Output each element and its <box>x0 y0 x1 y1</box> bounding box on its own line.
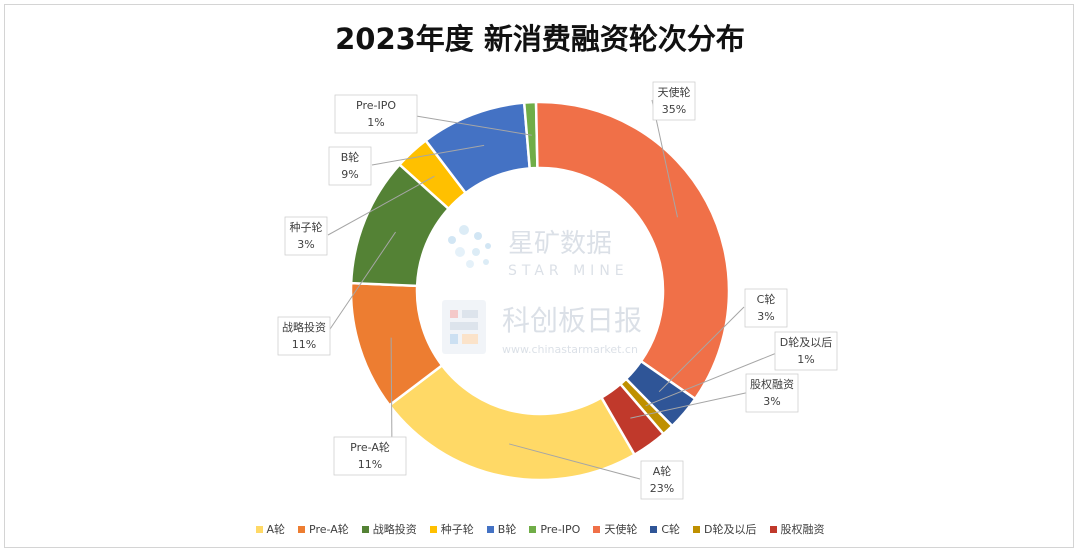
data-label-name-0: A轮 <box>653 464 672 478</box>
slice-6 <box>534 100 731 401</box>
watermark-url: www.chinastarmarket.cn <box>502 343 638 356</box>
legend-label-2: 战略投资 <box>372 523 417 536</box>
legend-label-1: Pre-A轮 <box>309 523 349 536</box>
data-label-name-9: 股权融资 <box>750 378 794 391</box>
leader-line-9 <box>630 391 751 419</box>
data-label-value-1: 11% <box>358 458 382 471</box>
data-label-value-8: 1% <box>797 353 814 366</box>
data-label-name-6: 天使轮 <box>658 85 691 99</box>
legend-swatch-4 <box>486 525 494 533</box>
data-label-box-4 <box>328 146 372 186</box>
legend-label-9: 股权融资 <box>780 523 825 536</box>
data-label-value-6: 35% <box>662 103 686 116</box>
leader-line-5 <box>397 112 532 136</box>
data-label-box-3 <box>284 216 328 256</box>
legend-item-4: B轮 <box>486 521 517 537</box>
data-label-name-3: 种子轮 <box>290 220 323 234</box>
legend-label-7: C轮 <box>661 523 681 536</box>
leader-line-7 <box>658 306 745 393</box>
data-label-name-4: B轮 <box>341 150 360 164</box>
slice-9 <box>599 382 666 457</box>
watermark-brand2: 科创板日报 <box>502 304 642 337</box>
leader-line-8 <box>645 349 785 407</box>
data-label-box-6 <box>652 81 696 121</box>
data-label-value-4: 9% <box>341 168 358 181</box>
data-labels-group: A轮 23% Pre-A轮 11% 战略投资 11% 种子轮 3% B轮 9% Pre-IPO 1% 天… <box>277 81 838 500</box>
data-label-value-5: 1% <box>367 116 384 129</box>
legend-swatch-0 <box>255 525 263 533</box>
leader-line-2 <box>325 231 396 336</box>
legend-swatch-7 <box>650 525 658 533</box>
chart-title: 2023年度 新消费融资轮次分布 <box>335 22 745 56</box>
chart-legend: A轮 Pre-A轮 战略投资 种子轮 B轮 Pre-IPO 天使轮 C轮 D轮及以后 股权融资 <box>0 521 1080 537</box>
data-label-value-7: 3% <box>757 310 774 323</box>
legend-swatch-3 <box>429 525 437 533</box>
legend-label-5: Pre-IPO <box>540 522 581 536</box>
data-label-box-8 <box>774 331 838 371</box>
leader-line-1 <box>390 337 393 456</box>
legend-item-1: Pre-A轮 <box>298 521 349 537</box>
slices-group <box>349 100 731 482</box>
legend-swatch-2 <box>361 525 369 533</box>
legend-label-6: 天使轮 <box>604 523 638 536</box>
data-label-name-5: Pre-IPO <box>356 99 396 112</box>
data-label-value-2: 11% <box>292 338 316 351</box>
legend-swatch-6 <box>593 525 601 533</box>
data-label-box-1 <box>333 436 407 476</box>
legend-item-3: 种子轮 <box>429 521 474 537</box>
data-label-name-2: 战略投资 <box>282 320 326 334</box>
legend-swatch-9 <box>769 525 777 533</box>
legend-label-0: A轮 <box>266 523 286 536</box>
legend-item-9: 股权融资 <box>769 521 825 537</box>
leader-lines-group <box>325 99 785 480</box>
watermark: 星矿数据 STAR MINE 科创板日报 www.chinastarmarket… <box>442 225 642 356</box>
legend-swatch-1 <box>298 525 306 533</box>
data-label-box-5 <box>334 94 418 134</box>
legend-swatch-8 <box>693 525 701 533</box>
chart-frame <box>4 4 1074 548</box>
leader-line-3 <box>327 175 435 236</box>
legend-label-8: D轮及以后 <box>704 523 757 536</box>
data-label-name-8: D轮及以后 <box>780 335 832 349</box>
legend-item-8: D轮及以后 <box>693 521 757 537</box>
legend-item-2: 战略投资 <box>361 521 417 537</box>
watermark-brand1-en: STAR MINE <box>508 263 629 279</box>
legend-label-4: B轮 <box>497 523 517 536</box>
legend-item-0: A轮 <box>255 521 286 537</box>
cls-logo-icon <box>442 300 486 354</box>
starmine-logo-icon <box>448 225 491 268</box>
data-label-value-9: 3% <box>763 395 780 408</box>
data-label-value-0: 23% <box>650 482 674 495</box>
watermark-brand1: 星矿数据 <box>508 229 612 259</box>
legend-item-5: Pre-IPO <box>529 523 580 536</box>
data-label-box-7 <box>744 288 788 328</box>
leader-line-0 <box>509 443 641 480</box>
leader-line-4 <box>371 144 485 166</box>
data-label-box-9 <box>745 373 799 413</box>
legend-item-7: C轮 <box>650 521 680 537</box>
legend-swatch-5 <box>529 525 537 533</box>
data-label-value-3: 3% <box>297 238 314 251</box>
data-label-box-2 <box>277 316 331 356</box>
slice-0 <box>387 363 637 482</box>
legend-item-6: 天使轮 <box>593 521 637 537</box>
data-label-box-0 <box>640 460 684 500</box>
data-label-name-7: C轮 <box>757 292 776 306</box>
data-label-name-1: Pre-A轮 <box>350 440 390 454</box>
legend-label-3: 种子轮 <box>440 523 474 536</box>
